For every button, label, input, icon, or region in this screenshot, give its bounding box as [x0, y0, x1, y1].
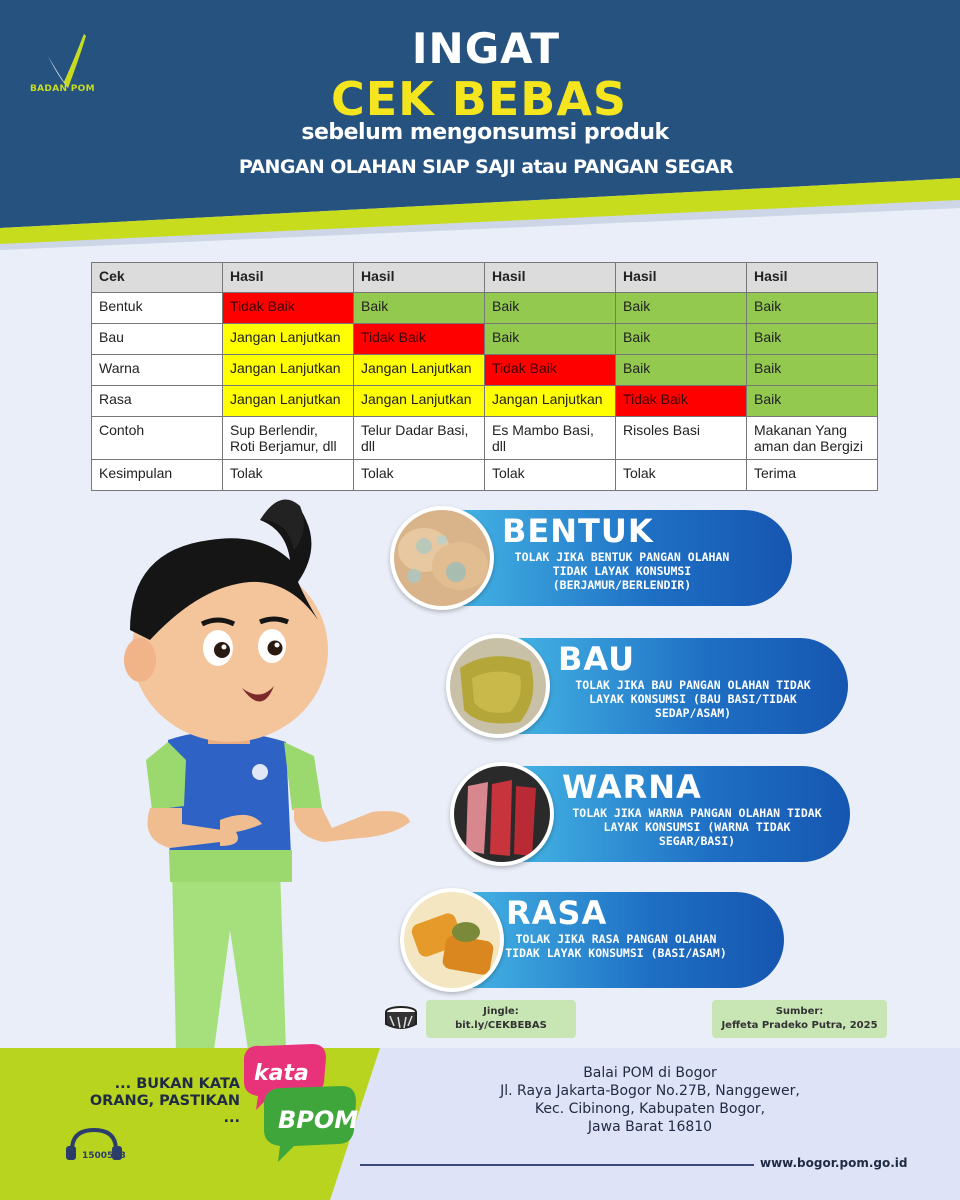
card-rasa: RASA TOLAK JIKA RASA PANGAN OLAHAN TIDAK…: [400, 888, 784, 992]
hotline-number: 1500533: [82, 1151, 126, 1161]
footer: ... BUKAN KATA ORANG, PASTIKAN ... 15005…: [0, 1044, 960, 1200]
address-line: Jl. Raya Jakarta-Bogor No.27B, Nanggewer…: [500, 1083, 800, 1099]
card-title: BAU: [558, 640, 636, 678]
ice-pop-icon: [450, 762, 554, 866]
risoles-icon: [400, 888, 504, 992]
table-cell: Baik: [746, 354, 878, 386]
table-header: Hasil: [353, 262, 485, 293]
jingle-link[interactable]: bit.ly/CEKBEBAS: [455, 1020, 547, 1031]
spoiled-omelette-icon: [446, 634, 550, 738]
header-banner: BADAN POM INGAT CEK BEBAS sebelum mengon…: [0, 0, 960, 250]
table-cell: Telur Dadar Basi, dll: [353, 416, 485, 460]
table-header: Hasil: [746, 262, 878, 293]
table-header: Cek: [91, 262, 223, 293]
header-background: [0, 0, 960, 250]
checkmark-logo-icon: [48, 34, 86, 88]
card-title: WARNA: [562, 768, 702, 806]
table-row: Warna Jangan Lanjutkan Jangan Lanjutkan …: [91, 354, 878, 386]
source-box: Sumber: Jeffeta Pradeko Putra, 2025: [712, 1000, 887, 1038]
badan-pom-logo: [34, 30, 114, 100]
table-header: Hasil: [615, 262, 747, 293]
row-label: Warna: [91, 354, 223, 386]
table-cell: Jangan Lanjutkan: [353, 354, 485, 386]
title-cek-bebas: CEK BEBAS: [330, 72, 628, 126]
table-cell: Tolak: [353, 459, 485, 491]
address-line: Jawa Barat 16810: [587, 1119, 713, 1135]
card-title: RASA: [506, 894, 608, 932]
address-line: Balai POM di Bogor: [583, 1065, 717, 1081]
headset-icon: [66, 1127, 122, 1160]
table-cell: Baik: [746, 323, 878, 355]
card-description: TOLAK JIKA RASA PANGAN OLAHAN TIDAK LAYA…: [505, 932, 727, 960]
table-header: Hasil: [484, 262, 616, 293]
table-cell: Baik: [746, 385, 878, 417]
table-cell: Jangan Lanjutkan: [484, 385, 616, 417]
table-cell: Makanan Yang aman dan Bergizi: [746, 416, 878, 460]
logo-text: BADAN POM: [30, 84, 95, 94]
table-cell: Baik: [484, 323, 616, 355]
table-cell: Tidak Baik: [222, 292, 354, 324]
card-warna: WARNA TOLAK JIKA WARNA PANGAN OLAHAN TID…: [450, 762, 850, 866]
office-address: Balai POM di Bogor Jl. Raya Jakarta-Bogo…: [480, 1064, 820, 1136]
kata-text: kata: [254, 1061, 309, 1086]
table-cell: Terima: [746, 459, 878, 491]
table-cell: Tidak Baik: [484, 354, 616, 386]
table-row: Contoh Sup Berlendir, Roti Berjamur, dll…: [91, 416, 878, 460]
table-cell: Tidak Baik: [615, 385, 747, 417]
table-cell: Baik: [484, 292, 616, 324]
title-ingat: INGAT: [411, 24, 561, 73]
bpom-text: BPOM: [278, 1106, 358, 1134]
kata-bpom-badge: kata BPOM: [244, 1044, 358, 1162]
jingle-box: Jingle: bit.ly/CEKBEBAS: [426, 1000, 576, 1038]
card-bau: BAU TOLAK JIKA BAU PANGAN OLAHAN TIDAK L…: [446, 634, 848, 738]
row-label: Bentuk: [91, 292, 223, 324]
table-row: Bentuk Tidak Baik Baik Baik Baik Baik: [91, 292, 878, 324]
table-cell: Tolak: [484, 459, 616, 491]
check-table: Cek Hasil Hasil Hasil Hasil Hasil Bentuk…: [91, 262, 878, 491]
table-header-row: Cek Hasil Hasil Hasil Hasil Hasil: [91, 262, 878, 293]
table-row: Rasa Jangan Lanjutkan Jangan Lanjutkan J…: [91, 385, 878, 417]
row-label: Contoh: [91, 416, 223, 460]
table-cell: Tolak: [615, 459, 747, 491]
card-description: TOLAK JIKA BAU PANGAN OLAHAN TIDAK LAYAK…: [575, 678, 811, 720]
table-cell: Risoles Basi: [615, 416, 747, 460]
card-description: TOLAK JIKA BENTUK PANGAN OLAHAN TIDAK LA…: [514, 550, 730, 592]
card-bentuk: BENTUK TOLAK JIKA BENTUK PANGAN OLAHAN T…: [390, 506, 792, 610]
table-row: Kesimpulan Tolak Tolak Tolak Tolak Terim…: [91, 459, 878, 491]
table-cell: Tidak Baik: [353, 323, 485, 355]
row-label: Kesimpulan: [91, 459, 223, 491]
table-cell: Es Mambo Basi, dll: [484, 416, 616, 460]
card-title: BENTUK: [502, 512, 654, 550]
table-header: Hasil: [222, 262, 354, 293]
row-label: Bau: [91, 323, 223, 355]
source-author: Jeffeta Pradeko Putra, 2025: [721, 1020, 878, 1031]
table-cell: Baik: [615, 323, 747, 355]
table-cell: Baik: [746, 292, 878, 324]
jingle-label: Jingle:: [483, 1006, 519, 1017]
divider-line: [360, 1164, 754, 1166]
boy-mascot-illustration: [124, 499, 410, 1050]
table-cell: Sup Berlendir, Roti Berjamur, dll: [222, 416, 354, 460]
drum-icon: [385, 1006, 417, 1029]
table-cell: Jangan Lanjutkan: [353, 385, 485, 417]
card-description: TOLAK JIKA WARNA PANGAN OLAHAN TIDAK LAY…: [572, 806, 822, 848]
tagline: ... BUKAN KATA ORANG, PASTIKAN ...: [89, 1076, 240, 1126]
table-row: Bau Jangan Lanjutkan Tidak Baik Baik Bai…: [91, 323, 878, 355]
table-cell: Tolak: [222, 459, 354, 491]
subtitle-1: sebelum mengonsumsi produk: [301, 120, 669, 145]
subtitle-2: PANGAN OLAHAN SIAP SAJI atau PANGAN SEGA…: [238, 156, 734, 178]
source-label: Sumber:: [775, 1006, 824, 1017]
address-line: Kec. Cibinong, Kabupaten Bogor,: [534, 1101, 766, 1117]
table-cell: Baik: [615, 354, 747, 386]
table-cell: Baik: [615, 292, 747, 324]
table-cell: Jangan Lanjutkan: [222, 323, 354, 355]
moldy-bread-icon: [390, 506, 494, 610]
table-cell: Jangan Lanjutkan: [222, 354, 354, 386]
website-link[interactable]: www.bogor.pom.go.id: [760, 1156, 908, 1170]
table-cell: Baik: [353, 292, 485, 324]
row-label: Rasa: [91, 385, 223, 417]
table-cell: Jangan Lanjutkan: [222, 385, 354, 417]
